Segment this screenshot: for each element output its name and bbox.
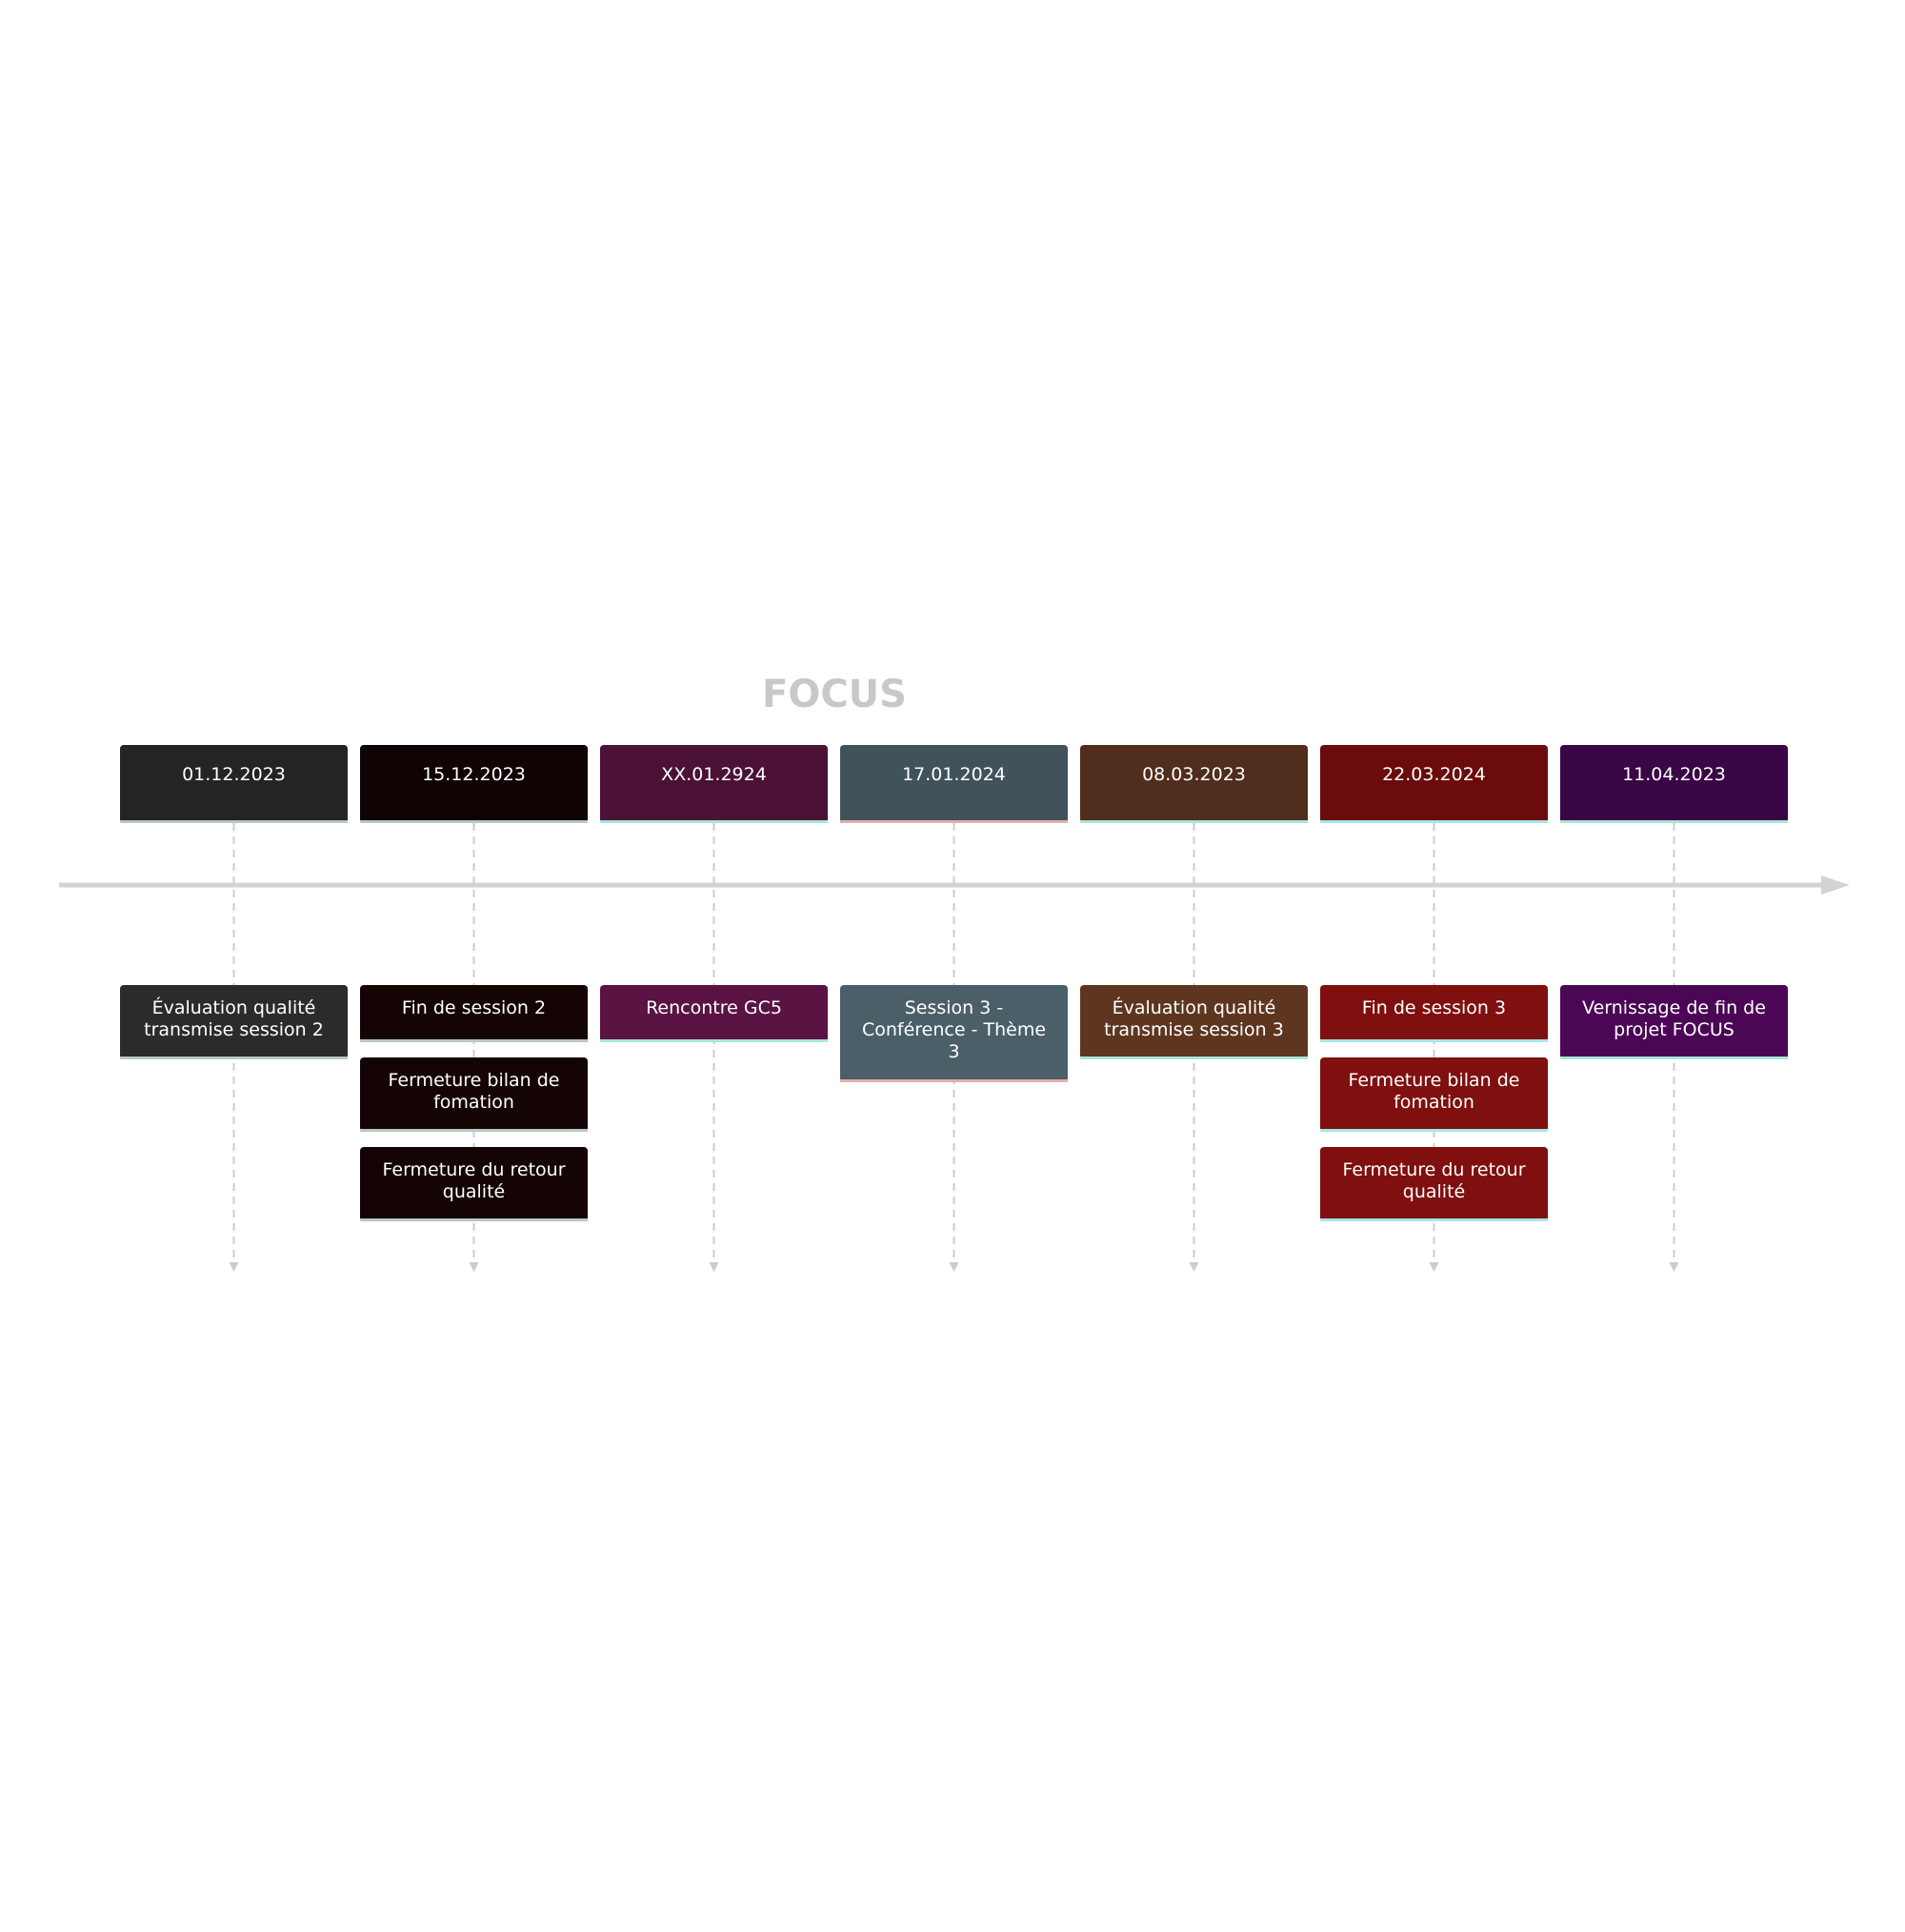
event-box-underline (1560, 1057, 1788, 1059)
event-label: transmise session 2 (144, 1019, 324, 1040)
event-label: Fermeture du retour (1342, 1159, 1525, 1180)
event-box (1320, 985, 1548, 1042)
event-label: qualité (1403, 1181, 1465, 1202)
period-header-box (840, 745, 1068, 823)
connector-arrow-icon (949, 1262, 959, 1272)
period-header-underline (840, 820, 1068, 823)
event-label: Évaluation qualité (1113, 996, 1276, 1018)
timeline-column: 22.03.2024 Fin de session 3 Fermeture bila… (1320, 745, 1548, 1221)
connector-arrow-icon (1189, 1262, 1199, 1272)
event-box (600, 985, 828, 1042)
connector-arrow-icon (469, 1262, 479, 1272)
period-header-box (1320, 745, 1548, 823)
period-header-underline (1320, 820, 1548, 823)
event-box (1080, 985, 1308, 1059)
timeline-column: XX.01.2924 Rencontre GC5 (600, 745, 828, 1042)
connector-arrow-icon (1669, 1262, 1679, 1272)
period-header-box (600, 745, 828, 823)
event-label: Conférence - Thème (862, 1019, 1046, 1040)
period-header-underline (1560, 820, 1788, 823)
event-box (360, 985, 588, 1042)
timeline-axis (59, 875, 1850, 895)
period-header-underline (600, 820, 828, 823)
event-box (360, 1057, 588, 1132)
event-box (1320, 1057, 1548, 1132)
period-date: 17.01.2024 (902, 764, 1006, 785)
event-box (840, 985, 1068, 1082)
period-date: 01.12.2023 (182, 764, 286, 785)
axis-arrow-icon (1821, 875, 1850, 895)
event-label: projet FOCUS (1614, 1019, 1735, 1040)
connector-arrow-icon (1429, 1262, 1439, 1272)
event-label: Fermeture bilan de (389, 1070, 560, 1091)
period-date: 15.12.2023 (422, 764, 526, 785)
event-box (1320, 1147, 1548, 1221)
connector-arrow-icon (229, 1262, 239, 1272)
event-label: transmise session 3 (1104, 1019, 1284, 1040)
event-box (360, 1147, 588, 1221)
event-box-underline (840, 1079, 1068, 1082)
period-header-underline (360, 820, 588, 823)
event-box-underline (1080, 1057, 1308, 1059)
period-header-box (1080, 745, 1308, 823)
period-header-underline (120, 820, 348, 823)
period-date: 08.03.2023 (1142, 764, 1246, 785)
timeline-title: FOCUS (762, 673, 907, 716)
period-header-box (1560, 745, 1788, 823)
event-box-underline (1320, 1218, 1548, 1221)
event-box-underline (360, 1218, 588, 1221)
event-label: Fin de session 2 (402, 997, 546, 1018)
period-header-box (360, 745, 588, 823)
period-header-underline (1080, 820, 1308, 823)
event-label: Session 3 - (905, 997, 1004, 1018)
period-header-box (120, 745, 348, 823)
event-label: Fermeture bilan de (1349, 1070, 1520, 1091)
event-box-underline (1320, 1129, 1548, 1132)
connector-arrow-icon (709, 1262, 719, 1272)
event-box (120, 985, 348, 1059)
period-date: 22.03.2024 (1382, 764, 1486, 785)
event-box-underline (600, 1039, 828, 1042)
period-date: XX.01.2924 (661, 764, 767, 785)
event-label: qualité (443, 1181, 505, 1202)
period-date: 11.04.2023 (1622, 764, 1726, 785)
event-box-underline (360, 1129, 588, 1132)
event-box-underline (120, 1057, 348, 1059)
timeline-column: 15.12.2023 Fin de session 2 Fermeture bila… (360, 745, 588, 1221)
event-label: Rencontre GC5 (646, 997, 782, 1018)
event-label: 3 (948, 1041, 959, 1062)
event-label: Vernissage de fin de (1582, 997, 1766, 1018)
event-box-underline (1320, 1039, 1548, 1042)
event-label: Fermeture du retour (382, 1159, 565, 1180)
event-box-underline (360, 1039, 588, 1042)
event-label: fomation (1394, 1092, 1474, 1113)
event-label: fomation (433, 1092, 514, 1113)
event-label: Évaluation qualité (152, 996, 316, 1018)
event-label: Fin de session 3 (1362, 997, 1506, 1018)
event-box (1560, 985, 1788, 1059)
